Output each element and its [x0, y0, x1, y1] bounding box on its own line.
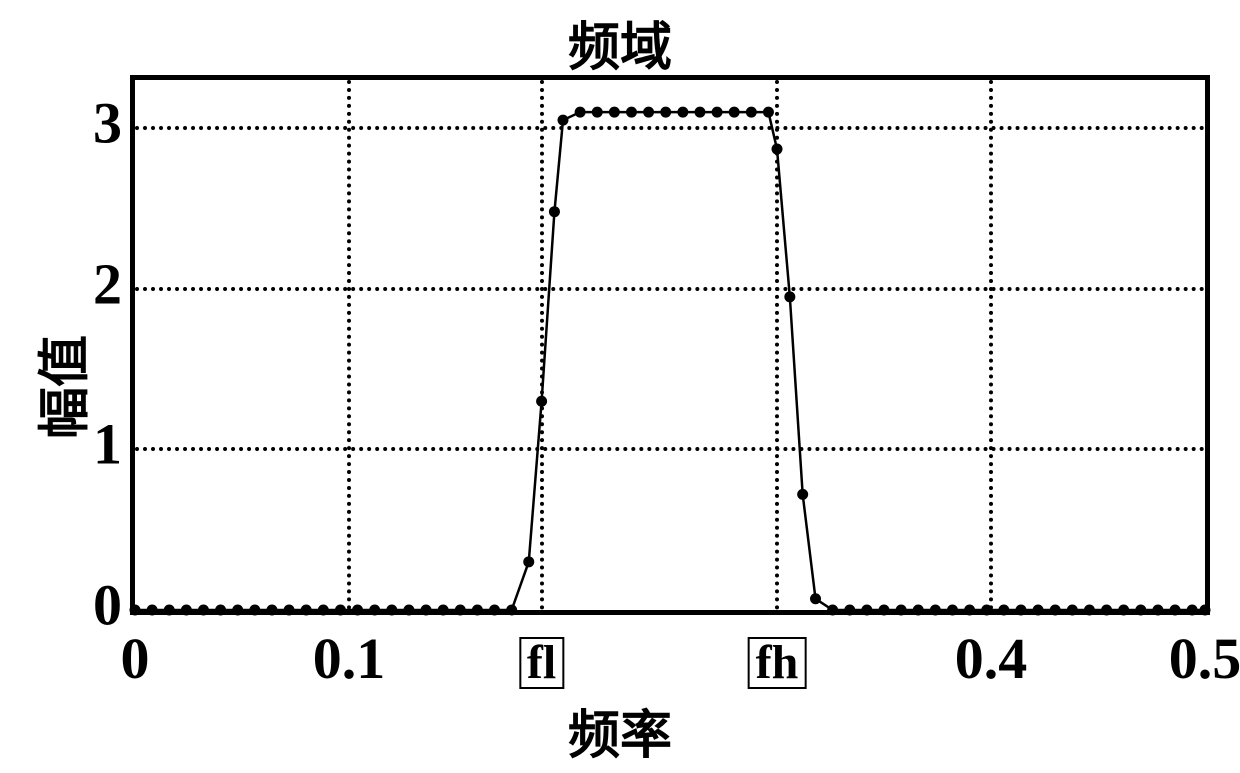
x-tick-label: 0	[121, 625, 150, 692]
hgrid-line	[135, 126, 1205, 130]
series-marker	[626, 107, 637, 118]
series-marker	[369, 605, 380, 616]
x-tick-label-boxed: fl	[519, 625, 564, 692]
series-marker	[1067, 605, 1078, 616]
series-marker	[549, 206, 560, 217]
vgrid-line	[989, 80, 993, 610]
series-marker	[198, 605, 209, 616]
series-marker	[523, 556, 534, 567]
hgrid-line	[135, 447, 1205, 451]
series-marker	[896, 605, 907, 616]
series-marker	[130, 605, 141, 616]
series-line	[135, 112, 1205, 610]
y-tick-label: 3	[93, 90, 122, 157]
series-marker	[1152, 605, 1163, 616]
series-marker	[712, 107, 723, 118]
chart-container: 频域 幅值 频率 0 1 2 3 0 0.1 fl fh 0.4 0.5	[0, 0, 1240, 773]
series-marker	[352, 605, 363, 616]
hgrid-line	[135, 287, 1205, 291]
chart-title: 频域	[0, 5, 1240, 80]
series-marker	[729, 107, 740, 118]
series-marker	[575, 107, 586, 118]
y-axis-label: 幅值	[23, 334, 98, 438]
series-marker	[1015, 605, 1026, 616]
series-marker	[998, 605, 1009, 616]
series-marker	[1118, 605, 1129, 616]
series-marker	[438, 605, 449, 616]
series-marker	[1170, 605, 1181, 616]
series-marker	[181, 605, 192, 616]
series-marker	[694, 107, 705, 118]
series-marker	[284, 605, 295, 616]
series-marker	[964, 605, 975, 616]
series-marker	[763, 107, 774, 118]
series-marker	[164, 605, 175, 616]
series-marker	[1135, 605, 1146, 616]
series-marker	[1101, 605, 1112, 616]
series-marker	[913, 605, 924, 616]
series-marker	[266, 605, 277, 616]
series-marker	[1084, 605, 1095, 616]
series-marker	[472, 605, 483, 616]
series-marker	[1200, 605, 1211, 616]
series-marker	[421, 605, 432, 616]
series-marker	[301, 605, 312, 616]
series-marker	[455, 605, 466, 616]
series-marker	[232, 605, 243, 616]
x-tick-label: 0.1	[313, 625, 386, 692]
x-axis-label: 频率	[0, 693, 1240, 768]
series-marker	[1033, 605, 1044, 616]
vgrid-line	[775, 80, 779, 610]
vgrid-line	[347, 80, 351, 610]
series-marker	[879, 605, 890, 616]
y-tick-label: 2	[93, 250, 122, 317]
series-marker	[249, 605, 260, 616]
series-marker	[810, 593, 821, 604]
x-tick-label: 0.5	[1169, 625, 1240, 692]
series-marker	[318, 605, 329, 616]
series-marker	[147, 605, 158, 616]
series-marker	[784, 291, 795, 302]
series-marker	[592, 107, 603, 118]
x-tick-label-boxed: fh	[748, 625, 807, 692]
series-marker	[677, 107, 688, 118]
series-marker	[1050, 605, 1061, 616]
series-marker	[609, 107, 620, 118]
series-marker	[335, 605, 346, 616]
x-tick-label: 0.4	[955, 625, 1028, 692]
series-marker	[746, 107, 757, 118]
line-series	[135, 80, 1205, 610]
series-marker	[506, 605, 517, 616]
series-marker	[827, 605, 838, 616]
y-tick-label: 0	[93, 572, 122, 639]
series-marker	[660, 107, 671, 118]
series-marker	[947, 605, 958, 616]
vgrid-line	[540, 80, 544, 610]
series-marker	[489, 605, 500, 616]
y-tick-label: 1	[93, 411, 122, 478]
series-marker	[403, 605, 414, 616]
series-marker	[861, 605, 872, 616]
series-marker	[643, 107, 654, 118]
plot-area	[130, 75, 1210, 615]
series-marker	[386, 605, 397, 616]
series-marker	[1187, 605, 1198, 616]
series-marker	[215, 605, 226, 616]
series-marker	[844, 605, 855, 616]
series-marker	[930, 605, 941, 616]
series-marker	[558, 115, 569, 126]
series-marker	[797, 489, 808, 500]
